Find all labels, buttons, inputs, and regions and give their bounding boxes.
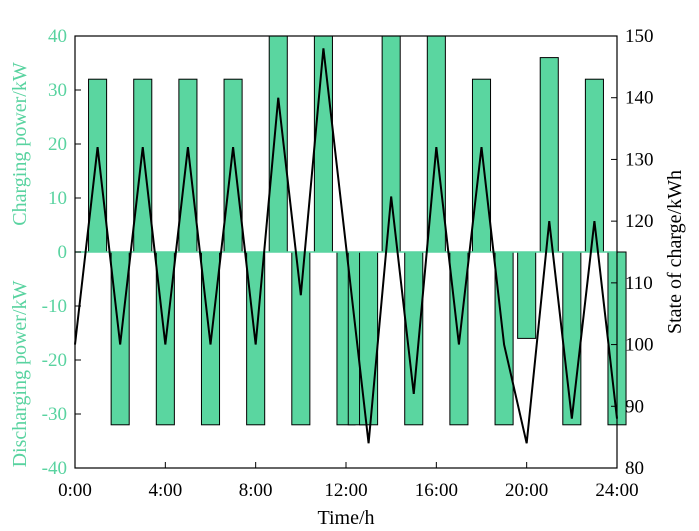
x-tick-label: 12:00 xyxy=(324,480,367,501)
power-bar xyxy=(381,35,401,253)
y-right-tick-label: 150 xyxy=(625,26,654,47)
y-axis-title-soc: State of charge/kWh xyxy=(664,170,686,334)
power-bar xyxy=(471,78,492,253)
y-axis-title-discharging: Discharging power/kW xyxy=(9,280,31,467)
ticks-group: 403020100-10-20-30-401501401301201101009… xyxy=(42,26,654,501)
x-axis-title: Time/h xyxy=(317,507,374,529)
power-bar xyxy=(133,78,153,253)
power-bar xyxy=(223,78,243,253)
power-bar xyxy=(562,251,582,426)
y-left-tick-label: 10 xyxy=(48,188,67,209)
y-right-tick-label: 80 xyxy=(625,458,644,479)
soc-line xyxy=(74,48,618,444)
x-tick-label: 0:00 xyxy=(58,480,92,501)
y-right-tick-label: 100 xyxy=(625,335,654,356)
power-bar xyxy=(313,35,333,253)
y-left-tick-label: -30 xyxy=(42,404,67,425)
y-left-tick-label: -40 xyxy=(42,458,67,479)
bars-group xyxy=(88,35,627,426)
y-left-tick-label: 20 xyxy=(48,134,67,155)
power-bar xyxy=(517,251,537,339)
y-right-tick-label: 110 xyxy=(625,273,653,294)
power-bar xyxy=(359,251,379,426)
y-left-tick-label: 0 xyxy=(58,242,68,263)
power-bar xyxy=(291,251,311,426)
y-right-tick-label: 140 xyxy=(625,88,654,109)
power-bar xyxy=(178,78,198,253)
x-tick-label: 4:00 xyxy=(148,480,182,501)
x-tick-label: 24:00 xyxy=(595,480,638,501)
y-left-tick-label: 30 xyxy=(48,80,67,101)
y-left-tick-label: 40 xyxy=(48,26,67,47)
power-bar xyxy=(268,35,288,253)
x-tick-label: 20:00 xyxy=(505,480,548,501)
y-axis-title-charging: Charging power/kW xyxy=(9,62,31,226)
y-right-tick-label: 130 xyxy=(625,149,654,170)
y-left-tick-label: -10 xyxy=(42,296,67,317)
y-right-tick-label: 90 xyxy=(625,396,644,417)
x-tick-label: 8:00 xyxy=(239,480,273,501)
x-tick-label: 16:00 xyxy=(415,480,458,501)
y-left-tick-label: -20 xyxy=(42,350,67,371)
power-bar xyxy=(88,78,108,253)
y-right-tick-label: 120 xyxy=(625,211,654,232)
